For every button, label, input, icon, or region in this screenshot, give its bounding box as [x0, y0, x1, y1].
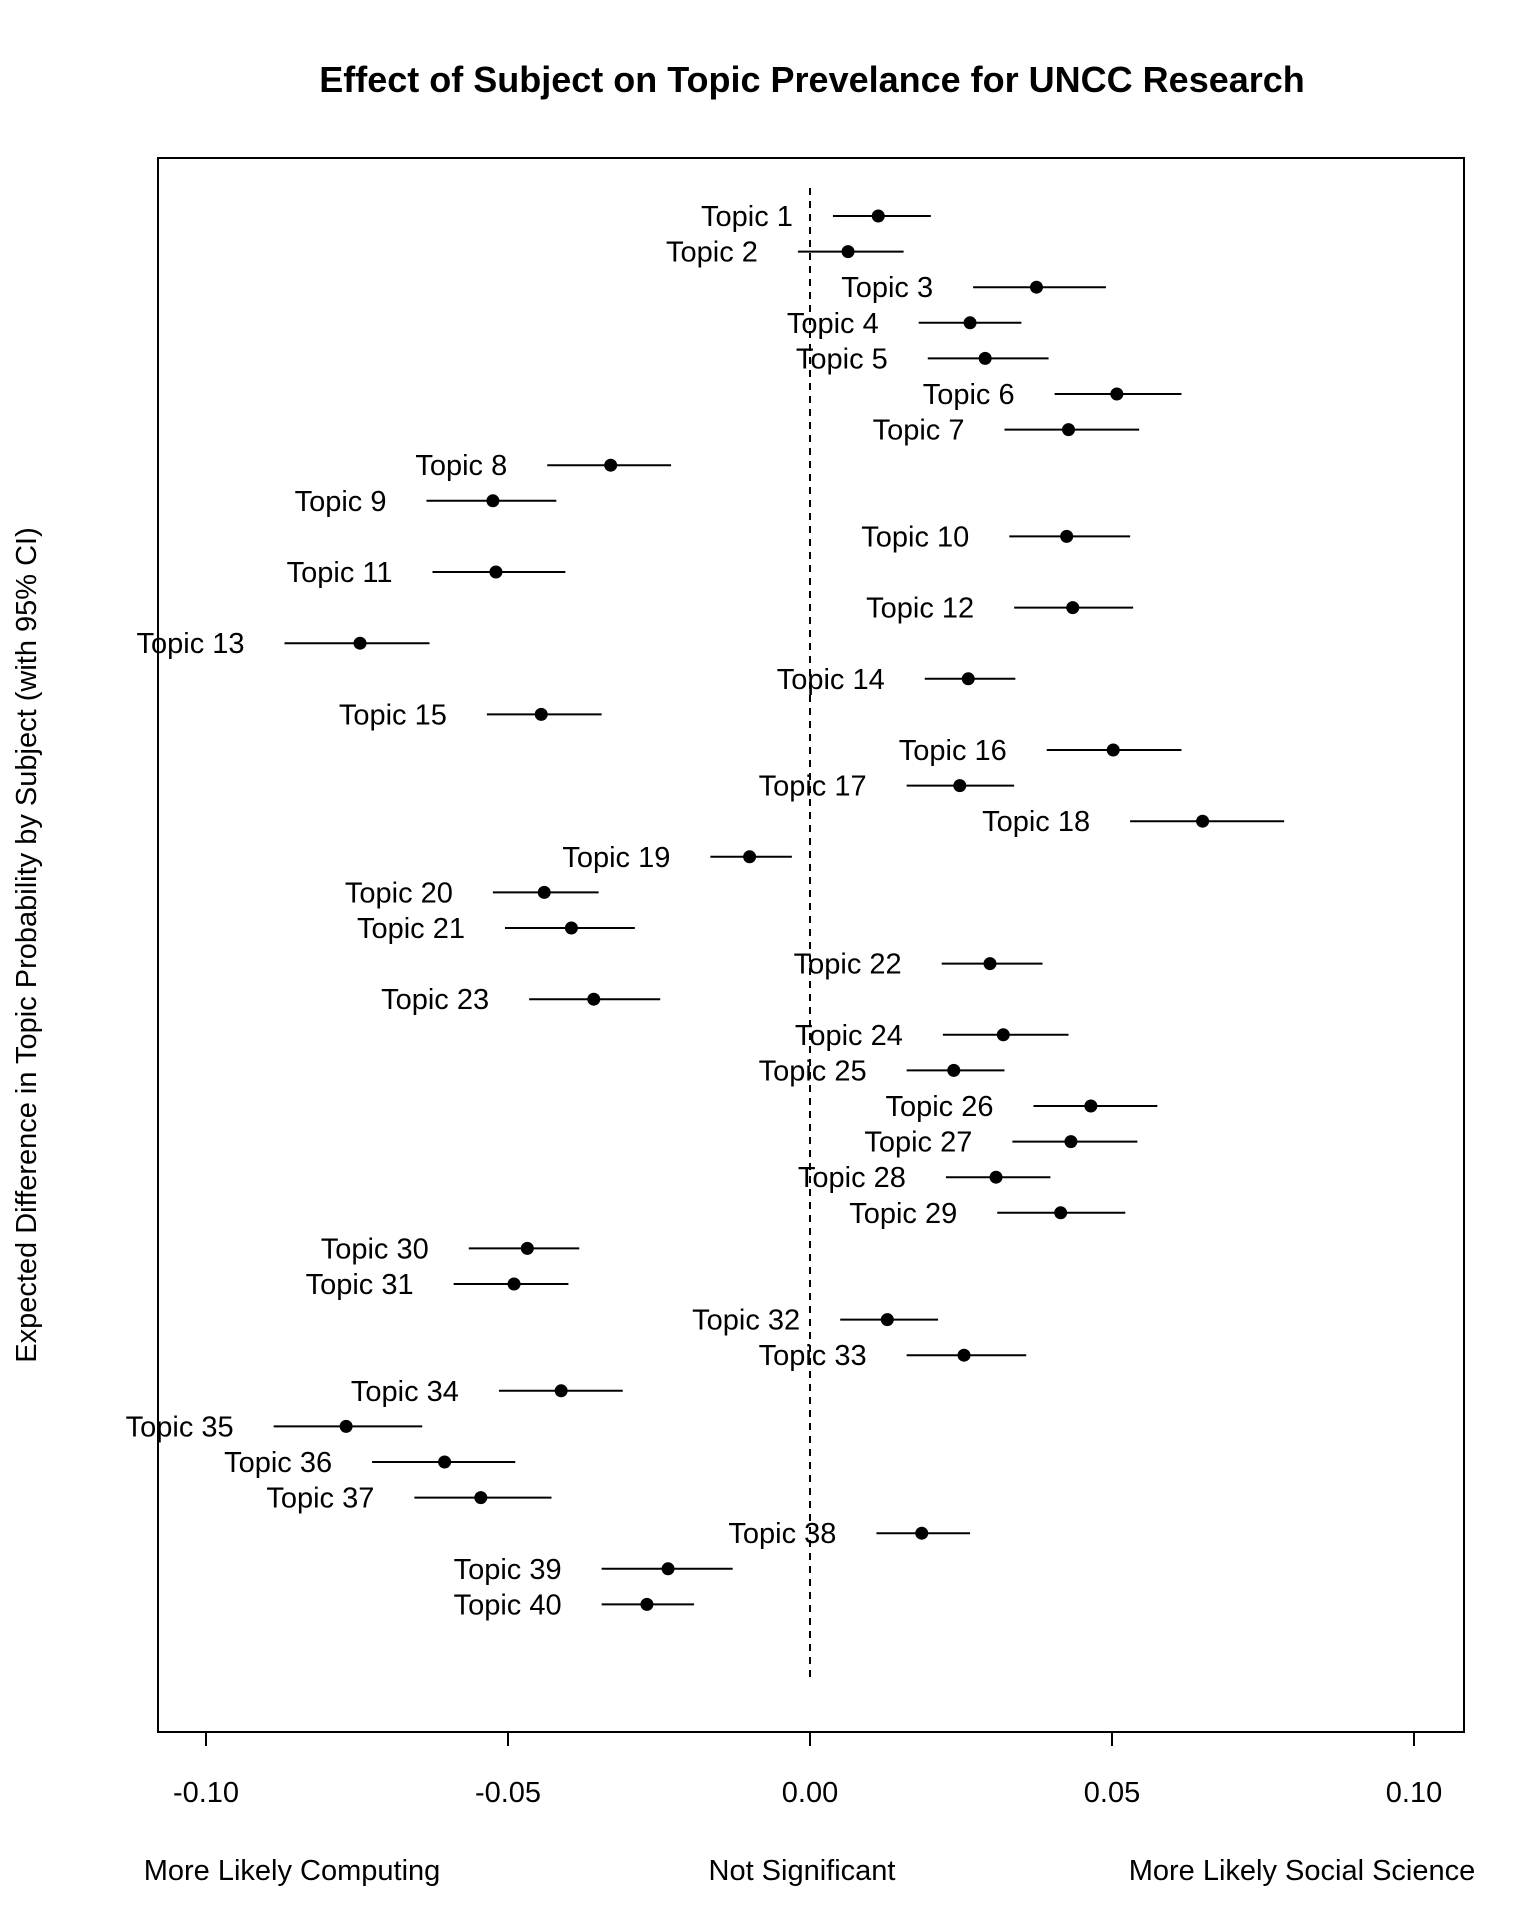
bottom-label-left: More Likely Computing — [144, 1855, 441, 1887]
topic-label: Topic 7 — [873, 415, 965, 447]
topic-label: Topic 25 — [759, 1055, 867, 1087]
topic-label: Topic 15 — [339, 699, 447, 731]
topic-label: Topic 34 — [351, 1376, 459, 1408]
topic-label: Topic 1 — [701, 201, 793, 233]
topic-label: Topic 31 — [306, 1269, 414, 1301]
topic-label: Topic 8 — [415, 450, 507, 482]
estimate-point — [1062, 423, 1076, 437]
topic-label: Topic 12 — [866, 593, 974, 625]
topic-label: Topic 10 — [861, 521, 969, 553]
estimate-point — [489, 565, 503, 579]
topic-label: Topic 13 — [137, 628, 245, 660]
estimate-point — [1060, 529, 1074, 543]
topic-label: Topic 24 — [795, 1020, 903, 1052]
estimate-point — [1106, 743, 1120, 757]
estimate-point — [587, 992, 601, 1006]
estimate-point — [438, 1455, 452, 1469]
x-tick-label: 0.05 — [1084, 1777, 1140, 1809]
x-tick-label: 0.00 — [782, 1777, 838, 1809]
estimate-point — [564, 921, 578, 935]
estimate-point — [353, 636, 367, 650]
topic-label: Topic 36 — [224, 1447, 332, 1479]
estimate-point — [1054, 1206, 1068, 1220]
estimate-point — [1196, 814, 1210, 828]
estimate-point — [957, 1348, 971, 1362]
topic-label: Topic 30 — [321, 1233, 429, 1265]
topic-label: Topic 26 — [885, 1091, 993, 1123]
topic-label: Topic 19 — [562, 842, 670, 874]
estimate-point — [989, 1170, 1003, 1184]
topic-label: Topic 6 — [923, 379, 1015, 411]
estimate-point — [947, 1063, 961, 1077]
topic-label: Topic 23 — [381, 984, 489, 1016]
estimate-point — [743, 850, 757, 864]
topic-label: Topic 32 — [692, 1305, 800, 1337]
estimate-point — [978, 351, 992, 365]
estimate-point — [953, 779, 967, 793]
estimate-point — [871, 209, 885, 223]
topic-label: Topic 27 — [864, 1127, 972, 1159]
estimate-point — [963, 316, 977, 330]
topic-label: Topic 22 — [794, 949, 902, 981]
estimate-point — [1066, 601, 1080, 615]
x-axis: -0.10 -0.05 0.00 0.05 0.10 — [173, 1731, 1442, 1809]
y-axis-label: Expected Difference in Topic Probability… — [11, 527, 43, 1363]
x-tick-label: -0.10 — [173, 1777, 239, 1809]
estimate-point — [983, 957, 997, 971]
estimate-point — [961, 672, 975, 686]
estimate-point — [1084, 1099, 1098, 1113]
topic-label: Topic 21 — [357, 913, 465, 945]
estimate-point — [1064, 1135, 1078, 1149]
topic-label: Topic 14 — [777, 664, 885, 696]
x-tick-label: -0.05 — [475, 1777, 541, 1809]
estimate-point — [604, 458, 618, 472]
estimate-point — [661, 1562, 675, 1576]
estimate-point — [507, 1277, 521, 1291]
topic-label: Topic 9 — [295, 486, 387, 518]
estimate-point — [1030, 280, 1043, 294]
topic-label: Topic 16 — [899, 735, 1007, 767]
bottom-label-center: Not Significant — [709, 1855, 896, 1887]
topic-label: Topic 33 — [759, 1340, 867, 1372]
topic-label: Topic 20 — [345, 877, 453, 909]
topic-label: Topic 28 — [798, 1162, 906, 1194]
estimate-point — [640, 1597, 654, 1611]
topic-label: Topic 35 — [126, 1411, 234, 1443]
estimate-point — [915, 1526, 929, 1540]
estimate-point — [1110, 387, 1124, 401]
estimate-point — [537, 885, 551, 899]
topic-label: Topic 5 — [796, 343, 888, 375]
topic-label: Topic 3 — [841, 272, 933, 304]
estimate-point — [534, 707, 548, 721]
topic-label: Topic 39 — [454, 1554, 562, 1586]
topic-label: Topic 37 — [266, 1483, 374, 1515]
chart-title: Effect of Subject on Topic Prevelance fo… — [319, 59, 1305, 100]
estimate-point — [996, 1028, 1010, 1042]
estimate-point — [474, 1491, 488, 1505]
estimate-point — [520, 1241, 534, 1255]
topic-label: Topic 38 — [728, 1518, 836, 1550]
topic-label: Topic 18 — [982, 806, 1090, 838]
x-tick-label: 0.10 — [1386, 1777, 1442, 1809]
topic-label: Topic 40 — [454, 1589, 562, 1621]
estimate-point — [841, 245, 855, 259]
estimate-point — [486, 494, 500, 508]
topic-label: Topic 4 — [787, 308, 879, 340]
estimate-point — [554, 1384, 568, 1398]
topic-label: Topic 17 — [759, 771, 867, 803]
estimate-point — [880, 1313, 894, 1327]
topic-label: Topic 29 — [849, 1198, 957, 1230]
bottom-label-right: More Likely Social Science — [1129, 1855, 1476, 1887]
estimate-point — [339, 1419, 353, 1433]
topic-label: Topic 11 — [287, 557, 393, 589]
topic-label: Topic 2 — [666, 237, 758, 269]
